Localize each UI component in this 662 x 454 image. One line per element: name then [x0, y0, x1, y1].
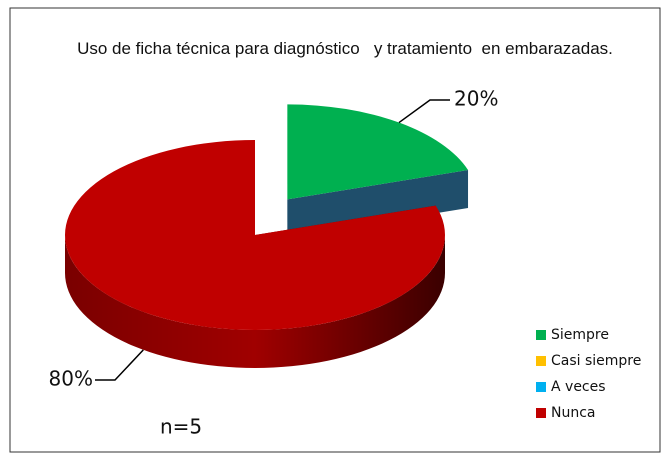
leader-line	[398, 99, 450, 124]
legend-swatch	[536, 382, 546, 392]
chart-title: Uso de ficha técnica para diagnóstico y …	[77, 39, 613, 58]
leader-line	[95, 349, 144, 381]
data-label: 80%	[49, 367, 93, 391]
legend-label: A veces	[551, 379, 606, 395]
chart-frame	[9, 7, 661, 453]
legend-swatch	[536, 356, 546, 366]
pie-slice	[287, 104, 469, 200]
annotation: n=5	[160, 415, 202, 439]
data-label: 20%	[454, 87, 498, 111]
legend-label: Casi siempre	[551, 353, 641, 369]
legend-swatch	[536, 330, 546, 340]
legend-swatch	[536, 408, 546, 418]
slice-face	[287, 170, 469, 238]
legend-label: Nunca	[551, 405, 596, 421]
slice-side	[65, 235, 445, 368]
legend-label: Siempre	[551, 327, 609, 343]
pie-slice	[65, 140, 445, 330]
